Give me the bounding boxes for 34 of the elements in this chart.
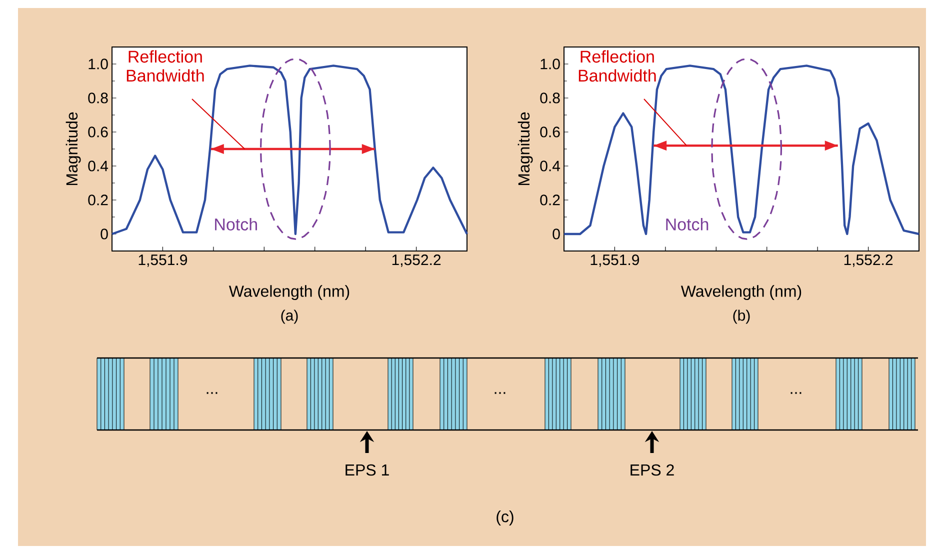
y-tick-label: 0.6 [88,126,108,138]
y-tick-label: 0.4 [88,160,108,172]
text: (a) [281,310,298,324]
y-tick-label: 0 [552,228,560,240]
text: (c) [496,510,514,526]
x-axis-title: Wavelength (nm) [228,285,350,300]
x-tick-label: 1,552.2 [392,254,441,267]
line-series [110,64,468,236]
text: ... [206,392,218,394]
y-tick-label: 1.0 [540,58,560,70]
text: (b) [733,310,750,324]
text: ... [494,392,506,394]
y-tick-label: 0.2 [88,194,108,206]
y-tick-label: 0.6 [540,126,560,138]
annotation: Notch [666,218,708,230]
annotation: Reflection Bandwidth [578,50,656,82]
y-tick-label: 0.8 [540,92,560,104]
x-tick-label: 1,551.9 [590,254,640,267]
x-axis-title: Wavelength (nm) [680,285,802,300]
y-tick-label: 0.8 [88,92,108,104]
x-tick-label: 1,551.9 [138,254,188,267]
annotation: Notch [215,218,257,230]
text: EPS 1 [346,464,389,476]
y-tick-label: 0.2 [540,194,560,206]
y-tick-label: 1.0 [88,58,108,70]
annotation: Reflection Bandwidth [126,50,204,82]
line-series [562,64,920,236]
text: ... [790,392,802,394]
text: EPS 2 [630,464,674,476]
y-axis-title: Magnitude [518,112,533,186]
x-tick-label: 1,552.2 [844,254,893,267]
y-axis-title: Magnitude [66,112,81,186]
y-tick-label: 0 [100,228,108,240]
y-tick-label: 0.4 [540,160,560,172]
